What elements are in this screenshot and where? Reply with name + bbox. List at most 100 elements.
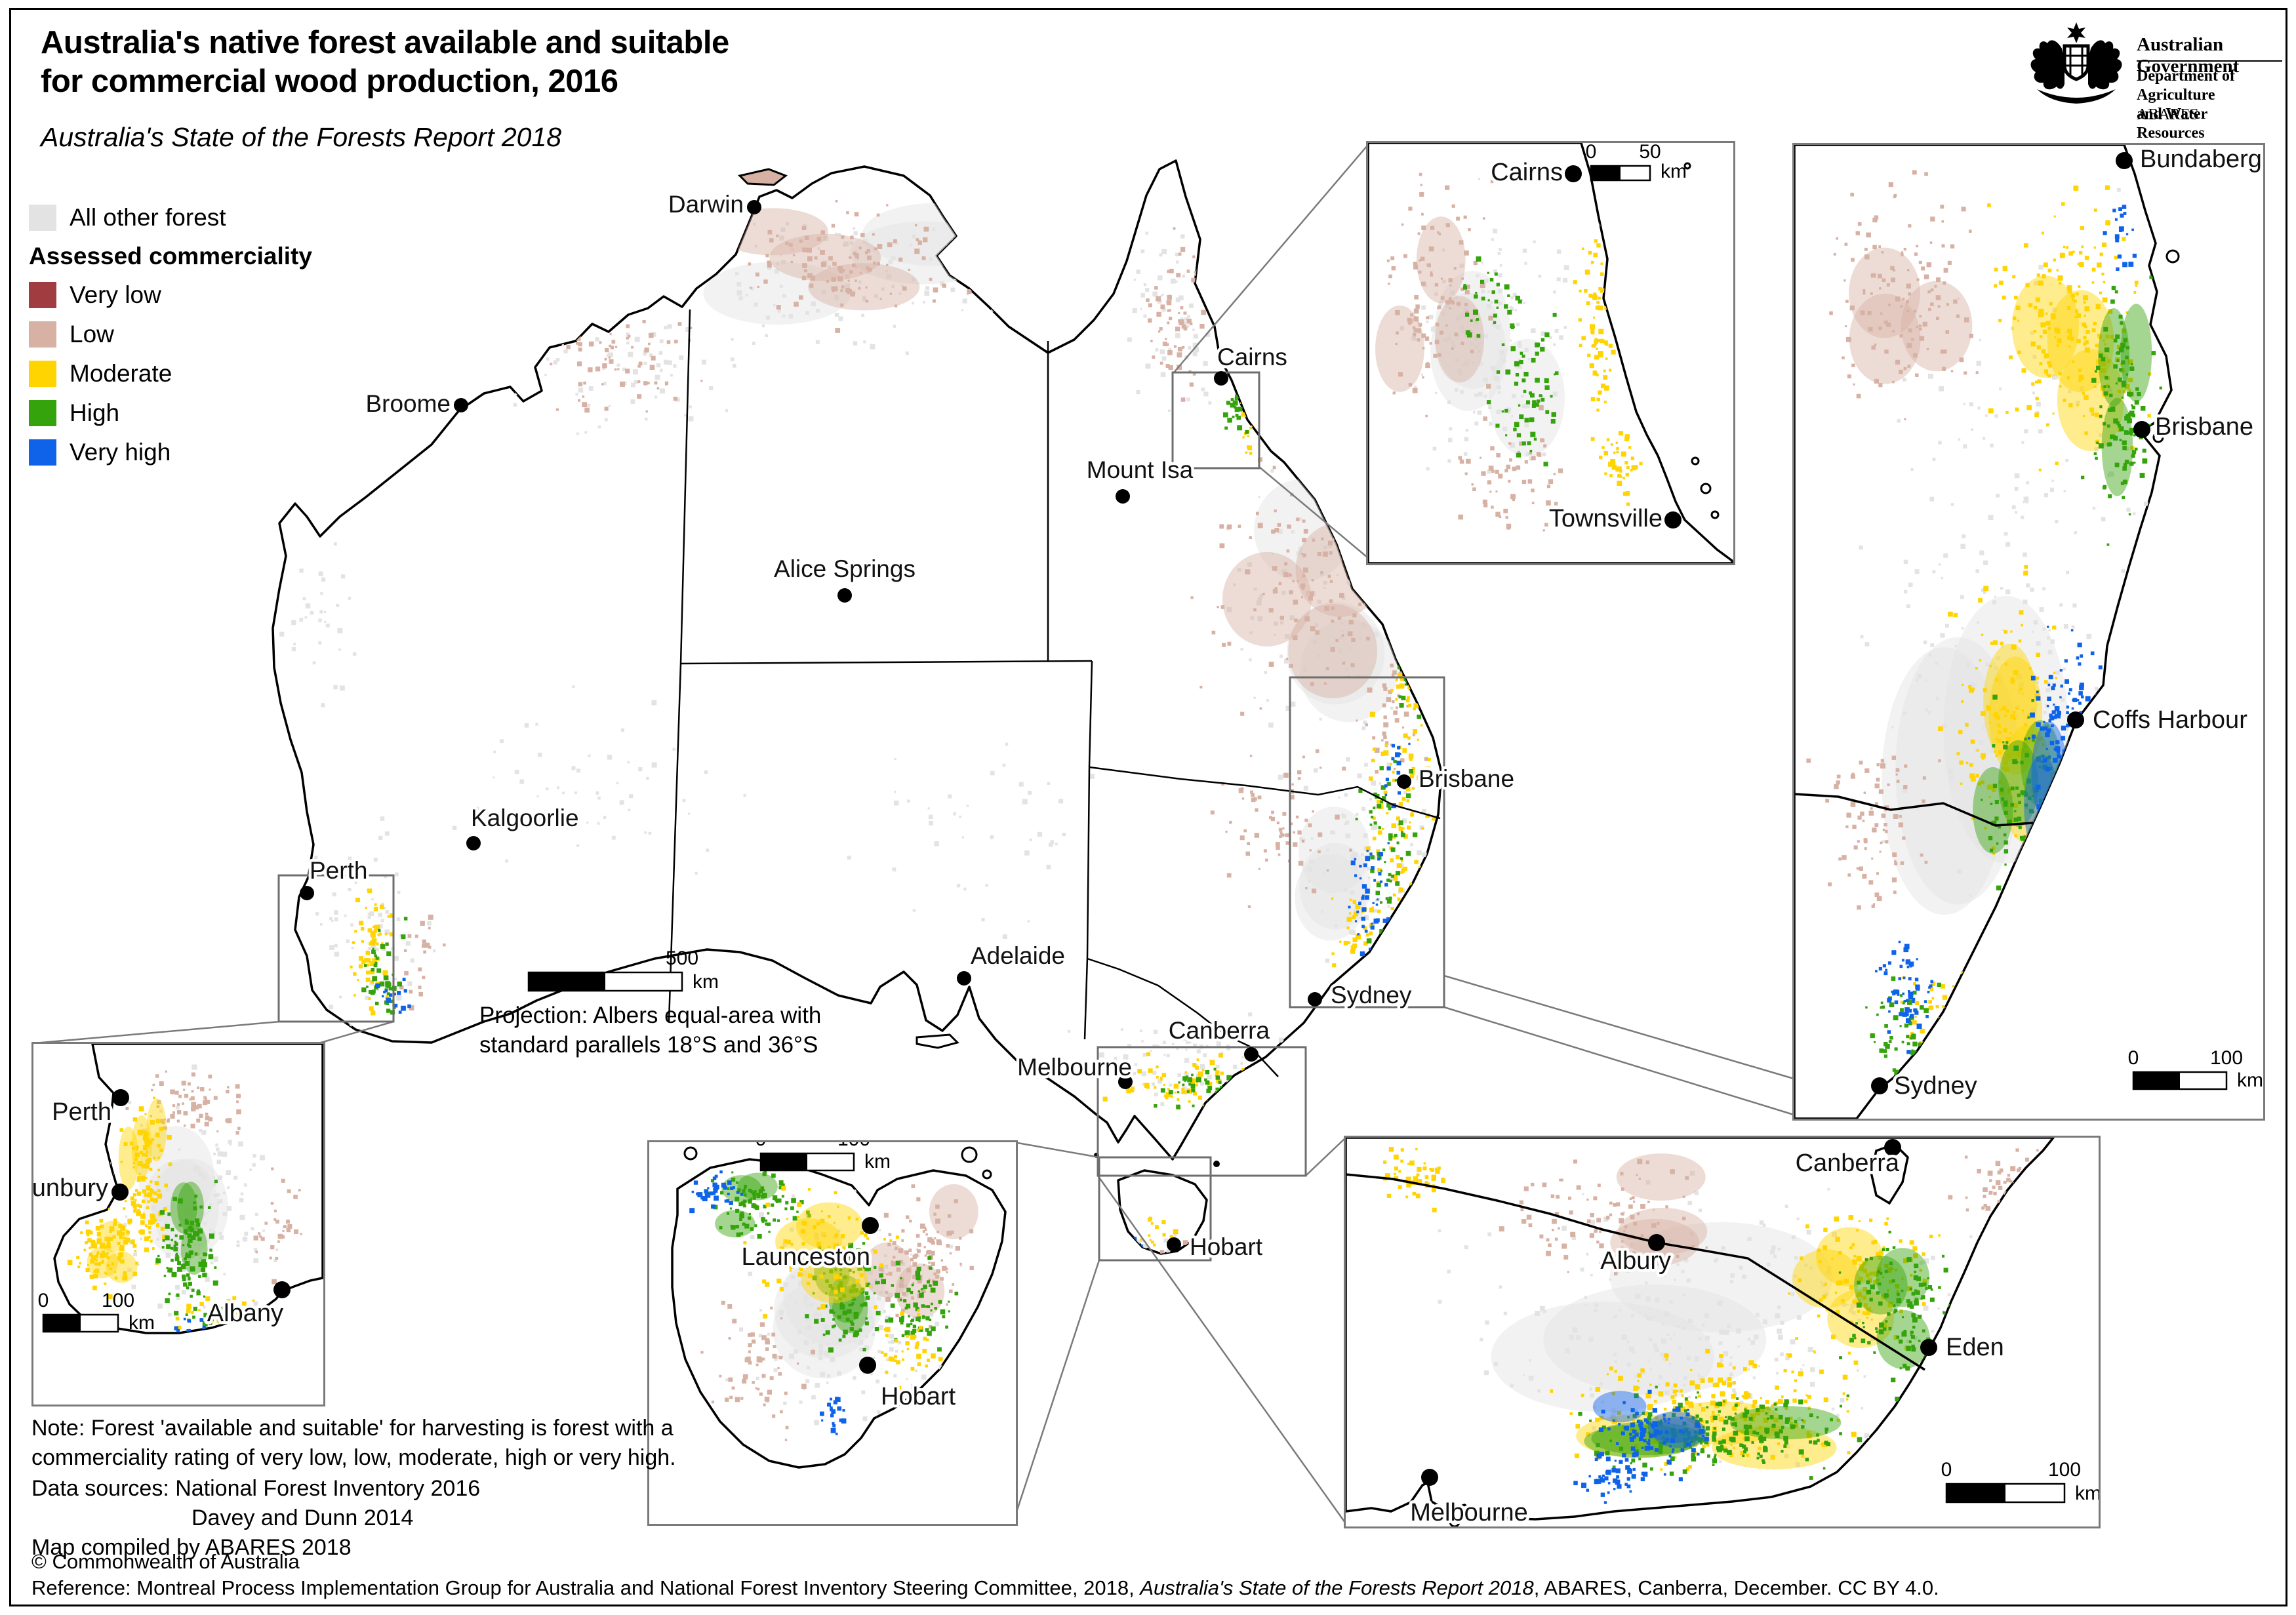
inset-map-southeast: Canberra Albury Melbourne Eden 0 100 km <box>1344 1136 2101 1528</box>
legend: All other forest Assessed commerciality Ve… <box>29 198 312 472</box>
city-dot-hobart <box>1167 1237 1181 1252</box>
scale-label: 0 <box>1941 1459 1952 1481</box>
australia-landmass <box>272 159 1443 1255</box>
city-dot-brisbane <box>2133 421 2150 438</box>
city-dot-townsville <box>1664 511 1682 528</box>
city-dot-brisbane <box>1397 774 1411 789</box>
legend-swatch <box>29 439 56 466</box>
city-dot-kalgoorlie <box>466 836 481 850</box>
city-dot-darwin <box>747 200 761 214</box>
legend-item-moderate: Moderate <box>29 354 312 393</box>
scale-label: 0 <box>38 1290 49 1311</box>
logo-agency-text: ABARES <box>2137 106 2199 123</box>
inset-map-cairns: Cairns Townsville 0 50 km <box>1366 141 1735 565</box>
inset-leader-lines <box>33 145 1794 1523</box>
city-dot-adelaide <box>957 971 971 986</box>
city-dot-perth <box>112 1089 129 1106</box>
city-markers: Canberra Albury Melbourne Eden <box>1407 1139 2007 1526</box>
city-dot-mount-isa <box>1116 489 1130 504</box>
copyright: © Commonwealth of Australia <box>31 1550 300 1573</box>
city-dot-sydney <box>1871 1077 1888 1094</box>
city-dot-bunbury <box>111 1184 129 1201</box>
city-markers: Perth Bunbury Albany <box>33 1089 291 1330</box>
city-dot-canberra <box>1884 1139 1901 1156</box>
city-label-melbourne: Melbourne <box>1410 1499 1528 1526</box>
city-dot-albany <box>273 1281 291 1298</box>
city-label-perth: Perth <box>310 857 367 884</box>
scale-unit: km <box>129 1312 155 1334</box>
title-line-1: Australia's native forest available and … <box>41 25 729 60</box>
map-note: Note: Forest 'available and suitable' fo… <box>31 1416 676 1470</box>
city-dot-bundaberg <box>2116 152 2133 169</box>
legend-header: Assessed commerciality <box>29 243 312 269</box>
city-label-canberra: Canberra <box>1169 1017 1270 1044</box>
city-label-eden: Eden <box>1946 1334 2004 1361</box>
scale-unit: km <box>864 1151 891 1172</box>
australian-government-logo: Australian Government Department of Agri… <box>2024 20 2282 142</box>
state-borders <box>668 309 1441 1077</box>
city-markers: Cairns Townsville <box>1488 156 1682 536</box>
scale-label: 100 <box>2048 1459 2081 1481</box>
coat-of-arms-icon <box>2030 22 2122 104</box>
scale-label: 100 <box>2210 1047 2243 1069</box>
city-dot-sydney <box>1308 992 1322 1007</box>
title-line-2: for commercial wood production, 2016 <box>41 64 618 99</box>
page-subtitle: Australia's State of the Forests Report … <box>41 122 562 152</box>
city-label-canberra: Canberra <box>1796 1149 1900 1177</box>
city-label-townsville: Townsville <box>1549 505 1662 532</box>
city-dot-coffs-harbour <box>2067 711 2084 728</box>
city-label-sydney: Sydney <box>1894 1072 1977 1100</box>
scale-unit: km <box>2237 1069 2263 1091</box>
projection-note: Projection: Albers equal-area with stand… <box>479 1003 822 1058</box>
city-label-broome: Broome <box>365 390 451 417</box>
city-label-bunbury: Bunbury <box>33 1174 108 1202</box>
city-dot-canberra <box>1244 1047 1259 1062</box>
scale-unit: km <box>1661 161 1687 182</box>
city-dot-melbourne <box>1118 1075 1133 1089</box>
city-label-brisbane: Brisbane <box>1419 765 1514 792</box>
legend-swatch <box>29 361 56 387</box>
city-dot-cairns <box>1214 371 1228 386</box>
city-label-albury: Albury <box>1600 1247 1671 1275</box>
page-title: Australia's native forest available and … <box>41 24 729 101</box>
city-label-kalgoorlie: Kalgoorlie <box>471 805 579 831</box>
inset-map-nsw-coast: Bundaberg Brisbane Coffs Harbour Sydney 0 100… <box>1792 143 2265 1121</box>
legend-label: Low <box>70 321 114 348</box>
legend-label: Very high <box>70 439 171 466</box>
city-label-bundaberg: Bundaberg <box>2140 146 2262 173</box>
city-dot-albury <box>1648 1234 1665 1251</box>
legend-label: Very low <box>70 281 161 308</box>
city-dot-hobart <box>859 1357 876 1374</box>
scale-label: 100 <box>837 1142 870 1150</box>
page-border <box>9 8 2287 1606</box>
city-markers: Bundaberg Brisbane Coffs Harbour Sydney <box>1871 145 2263 1103</box>
legend-label: All other forest <box>70 204 226 231</box>
scale-label: 0 <box>1586 143 1597 163</box>
inset-extent-boxes <box>277 371 1445 1262</box>
scale-label: 50 <box>1639 143 1661 163</box>
logo-department-text: Department of Agriculture and Water Reso… <box>2137 68 2235 142</box>
scale-label: 500 <box>666 947 698 969</box>
scale-label: 0 <box>2128 1047 2139 1069</box>
scale-label: 0 <box>755 1142 767 1150</box>
city-label-cairns: Cairns <box>1491 159 1563 186</box>
city-dot-eden <box>1920 1339 1937 1356</box>
city-dot-launceston <box>862 1217 879 1234</box>
legend-label: Moderate <box>70 360 172 387</box>
city-markers: Darwin Broome Cairns Mount Isa Alice Springs… <box>300 188 1518 1264</box>
city-label-cairns: Cairns <box>1217 344 1287 370</box>
city-dot-melbourne <box>1421 1469 1438 1486</box>
legend-item-high: High <box>29 393 312 433</box>
logo-divider <box>2137 60 2282 62</box>
data-sources: Data sources: National Forest Inventory … <box>31 1476 481 1560</box>
city-label-melbourne: Melbourne <box>1017 1054 1132 1081</box>
legend-item-all-other-forest: All other forest <box>29 198 312 237</box>
inset-forest-speckle <box>67 1064 302 1333</box>
scale-unit: km <box>693 971 719 993</box>
inset-forest-speckle <box>1383 1147 2053 1504</box>
